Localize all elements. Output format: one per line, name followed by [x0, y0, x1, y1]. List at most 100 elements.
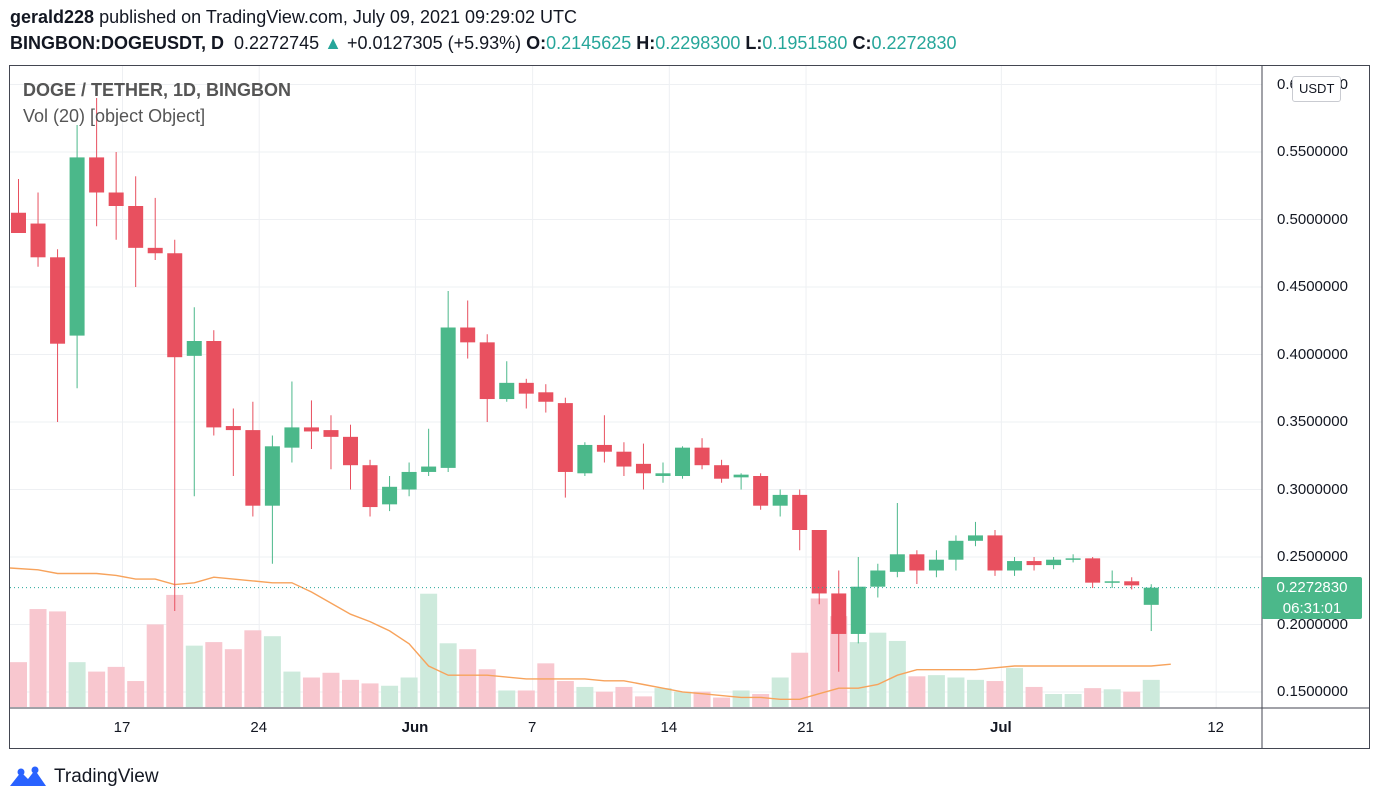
volume-bar	[791, 652, 809, 707]
candle-body	[714, 465, 730, 479]
volume-ma-line	[9, 567, 1171, 700]
candle-body	[733, 474, 749, 478]
candle-body	[557, 403, 573, 472]
volume-bar	[908, 676, 926, 707]
price-tick-label: 0.2000000	[1277, 615, 1348, 633]
volume-bar	[537, 663, 555, 707]
low-value: 0.1951580	[762, 33, 848, 53]
candle-body	[323, 430, 339, 437]
volume-bar	[342, 679, 360, 707]
volume-bar	[263, 636, 281, 707]
candle-body	[967, 535, 983, 541]
volume-bar	[654, 688, 672, 707]
volume-legend[interactable]: Vol (20) [object Object]	[23, 106, 206, 126]
candle-body	[284, 427, 300, 448]
volume-bar	[68, 662, 86, 707]
candle-body	[1007, 561, 1023, 571]
volume-bar	[166, 594, 184, 707]
candle-body	[401, 471, 417, 490]
price-tick-label: 0.2500000	[1277, 548, 1348, 565]
brand-name: TradingView	[54, 766, 159, 787]
candle-body	[69, 157, 85, 336]
close-value: 0.2272830	[871, 33, 957, 53]
volume-bar	[674, 691, 692, 707]
volume-bar	[224, 649, 242, 707]
volume-bar	[107, 666, 125, 707]
candle-body	[850, 586, 866, 634]
volume-bar	[927, 675, 945, 707]
volume-bar	[713, 697, 731, 707]
volume-bar	[752, 694, 770, 707]
candle-body	[264, 446, 280, 506]
volume-bar	[810, 598, 828, 707]
volume-bar	[498, 690, 516, 707]
volume-bar	[947, 677, 965, 707]
candle-body	[1124, 581, 1140, 586]
volume-bar	[322, 672, 340, 707]
candle-body	[1046, 559, 1062, 566]
volume-bar	[849, 642, 867, 707]
candle-body	[792, 494, 808, 530]
open-label: O:	[526, 33, 547, 53]
volume-bar	[869, 632, 887, 707]
volume-bar	[381, 685, 399, 707]
candle-body	[147, 247, 163, 254]
candle-body	[694, 447, 710, 466]
volume-bar	[556, 681, 574, 707]
candle-body	[928, 559, 944, 571]
time-tick-label: 17	[113, 719, 131, 736]
volume-bar	[1103, 689, 1121, 707]
candle-body	[245, 430, 261, 506]
volume-bar	[361, 683, 379, 707]
candle-body	[616, 451, 632, 467]
candle-body	[987, 535, 1003, 571]
time-tick-label: 14	[660, 719, 678, 736]
candle-body	[303, 427, 319, 432]
candle-body	[440, 327, 456, 468]
price-change: +0.0127305 (+5.93%)	[346, 33, 522, 53]
volume-bar	[302, 677, 320, 707]
candle-body	[382, 486, 398, 505]
price-tick-label: 0.5000000	[1277, 210, 1348, 228]
price-tick-label: 0.5500000	[1277, 143, 1348, 160]
volume-bar	[88, 671, 106, 707]
time-tick-label: Jun	[401, 719, 429, 736]
volume-bar	[1025, 686, 1043, 707]
volume-bar	[1084, 688, 1102, 707]
candle-body	[1065, 558, 1081, 560]
time-tick-label: Jul	[990, 719, 1012, 736]
volume-bar	[576, 686, 594, 707]
price-tick-label: 0.1500000	[1277, 683, 1348, 700]
tradingview-logo-icon	[10, 766, 46, 786]
candle-body	[538, 392, 554, 402]
volume-bar	[459, 649, 477, 707]
price-tick-label: 0.3000000	[1277, 480, 1348, 498]
candle-body	[206, 341, 222, 428]
volume-bar	[420, 593, 438, 707]
candle-body	[11, 212, 26, 233]
price-tick-label: 0.4000000	[1277, 345, 1348, 363]
chart-frame	[9, 65, 1370, 749]
volume-bar	[146, 624, 164, 707]
candle-body	[167, 253, 183, 358]
volume-bar	[10, 662, 27, 707]
candle-body	[186, 341, 202, 356]
candle-body	[1104, 581, 1120, 583]
tradingview-logo[interactable]: TradingView	[8, 766, 159, 788]
author-name[interactable]: gerald228	[10, 7, 95, 27]
volume-bar	[1045, 694, 1063, 707]
currency-button[interactable]: USDT	[1292, 76, 1342, 102]
candle-body	[518, 382, 534, 394]
candle-body	[772, 494, 788, 506]
volume-bar	[693, 691, 711, 707]
volume-bar	[205, 642, 223, 707]
chart-legend-title[interactable]: DOGE / TETHER, 1D, BINGBON	[23, 80, 292, 100]
volume-bar	[771, 677, 789, 707]
open-value: 0.2145625	[546, 33, 632, 53]
candle-body	[889, 554, 905, 572]
volume-bar	[634, 696, 652, 707]
volume-bar	[1064, 694, 1082, 707]
candle-body	[831, 593, 847, 634]
time-tick-label: 12	[1207, 719, 1225, 736]
